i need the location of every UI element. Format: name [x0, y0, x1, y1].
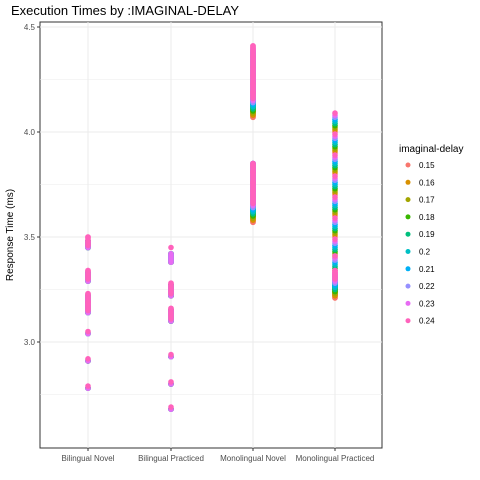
legend-items: 0.15 0.16 0.17 0.18 0.19 0.2 0.21 0.22 0.23 0.24: [405, 161, 435, 326]
data-point: [332, 215, 338, 221]
legend-label: 0.24: [419, 317, 435, 326]
legend-label: 0.17: [419, 196, 435, 205]
x-axis-ticks: Bilingual Novel Bilingual Practiced Monoli…: [62, 448, 375, 463]
data-point: [85, 383, 91, 389]
legend-label: 0.18: [419, 213, 435, 222]
data-point: [332, 110, 338, 116]
data-point: [168, 404, 174, 410]
y-tick-label: 3.0: [24, 338, 36, 347]
x-tick-label: Bilingual Practiced: [138, 454, 204, 463]
y-axis-ticks: 3.0 3.5 4.0 4.5: [24, 23, 40, 347]
legend-key: [405, 231, 411, 237]
legend-key: [405, 214, 411, 220]
legend-key: [405, 249, 411, 254]
legend-label: 0.2: [419, 248, 431, 257]
minor-gridlines: [40, 79, 382, 395]
data-point: [168, 244, 174, 251]
data-point: [168, 379, 174, 385]
data-points: [85, 43, 338, 413]
data-point: [332, 194, 338, 200]
legend: imaginal-delay 0.150.160.170.180.190.20.…: [399, 144, 463, 326]
data-point: [332, 152, 338, 158]
legend-key: [405, 266, 411, 272]
data-point: [332, 131, 338, 137]
data-point: [332, 173, 338, 179]
data-point: [85, 356, 91, 362]
data-point: [332, 236, 338, 242]
legend-key: [405, 283, 411, 289]
legend-label: 0.19: [419, 230, 435, 239]
legend-key: [405, 197, 411, 203]
legend-label: 0.16: [419, 178, 435, 187]
data-point: [85, 328, 91, 335]
legend-key: [405, 300, 411, 306]
legend-title: imaginal-delay: [399, 144, 463, 155]
legend-key: [405, 162, 411, 168]
legend-label: 0.21: [419, 265, 435, 274]
legend-key: [405, 179, 411, 185]
y-tick-label: 4.5: [24, 23, 36, 32]
plot-panel: [39, 21, 383, 449]
data-point: [168, 351, 174, 358]
legend-label: 0.22: [419, 282, 435, 291]
x-tick-label: Bilingual Novel: [62, 454, 115, 463]
y-tick-label: 3.5: [24, 233, 36, 242]
x-tick-label: Monolingual Practiced: [296, 454, 375, 463]
legend-key: [405, 318, 411, 324]
data-point: [332, 253, 338, 259]
y-tick-label: 4.0: [24, 128, 36, 137]
y-axis-title: Response Time (ms): [5, 189, 16, 281]
x-tick-label: Monolingual Novel: [220, 454, 286, 463]
legend-label: 0.23: [419, 299, 435, 308]
legend-label: 0.15: [419, 161, 435, 170]
chart-title: Execution Times by :IMAGINAL-DELAY: [11, 3, 239, 18]
